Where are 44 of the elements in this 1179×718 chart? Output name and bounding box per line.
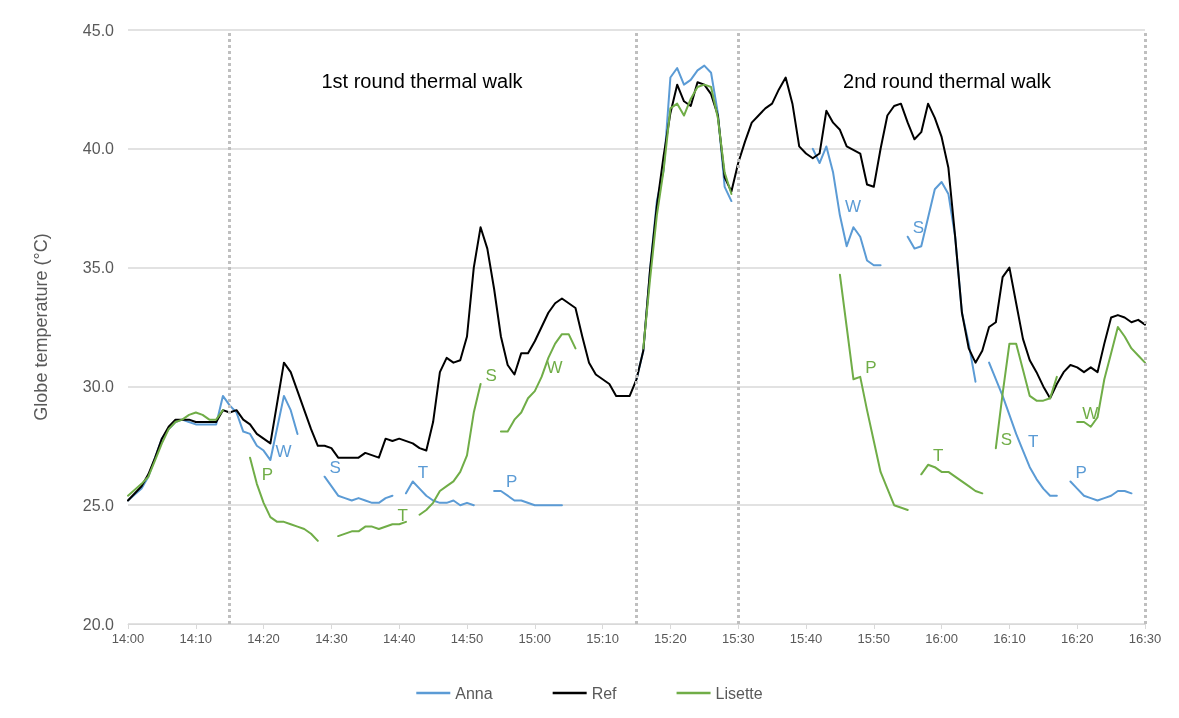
x-tick-label: 15:10 [586,631,619,646]
annotation: W [275,441,292,461]
x-tick-label: 14:30 [315,631,348,646]
annotation: S [329,458,341,478]
y-axis-title: Globe temperature (°C) [31,233,51,421]
legend-label: Ref [591,684,618,702]
x-tick-label: 14:40 [382,631,416,646]
annotation: T [397,505,408,525]
legend-label: Lisette [715,684,763,702]
x-tick-label: 16:10 [993,631,1026,646]
annotation: 2nd round thermal walk [843,70,1052,92]
annotation: P [505,472,518,492]
y-tick-label: 35.0 [82,259,115,277]
annotation: S [912,218,925,238]
y-tick-label: 45.0 [82,21,115,39]
y-tick-label: 20.0 [82,615,115,633]
x-tick-label: 14:10 [179,631,213,646]
annotation: 1st round thermal walk [321,70,524,92]
annotation: W [844,196,861,216]
x-tick-label: 15:50 [857,631,891,646]
y-tick-label: 40.0 [82,140,115,158]
x-tick-label: 15:30 [721,631,755,646]
annotation: W [546,358,563,378]
x-tick-label: 16:30 [1128,631,1162,646]
x-tick-label: 15:20 [654,631,687,646]
legend-label: Anna [455,684,493,702]
annotation: P [1075,462,1087,482]
annotation: T [417,462,429,482]
x-tick-label: 15:40 [789,631,823,646]
annotation: S [1000,429,1013,449]
x-tick-label: 16:00 [925,631,958,646]
x-tick-label: 15:00 [518,631,552,646]
annotation: W [1082,403,1099,423]
y-tick-label: 25.0 [82,496,115,514]
annotation: S [485,365,497,385]
x-tick-label: 14:50 [450,631,484,646]
annotation: P [865,358,877,378]
y-tick-label: 30.0 [82,377,115,395]
annotation: T [1027,432,1039,452]
annotation: T [933,446,944,466]
x-tick-label: 16:20 [1060,631,1094,646]
annotation: P [261,465,274,485]
x-tick-label: 14:20 [247,631,280,646]
x-tick-label: 14:00 [111,631,145,646]
